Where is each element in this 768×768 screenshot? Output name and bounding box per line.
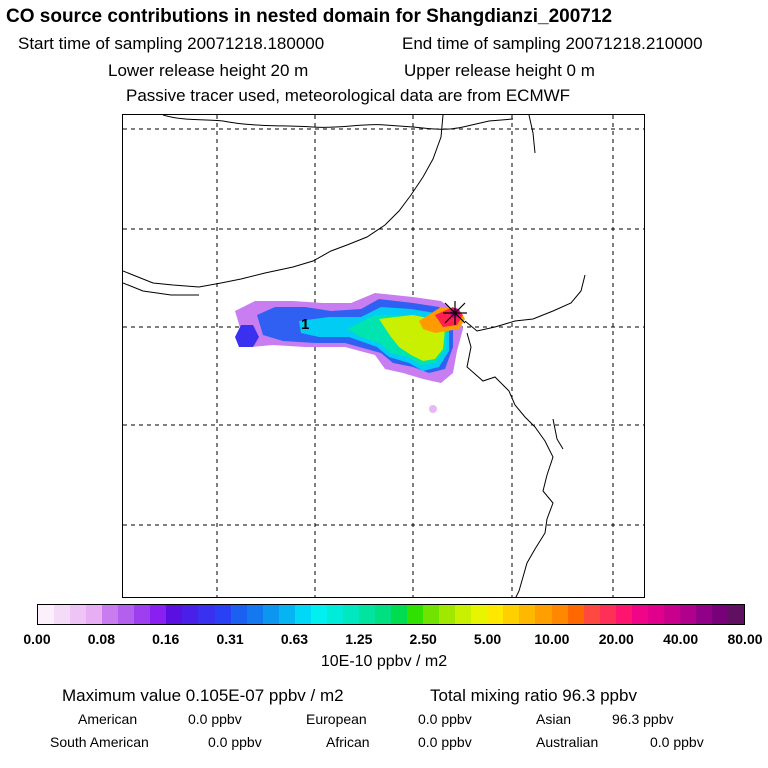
south-american-value: 0.0 ppbv [208,734,262,750]
colorbar-tick-label: 0.16 [152,631,180,647]
concentration-plume [235,293,465,413]
maximum-value: Maximum value 0.105E-07 ppbv / m2 [62,686,344,705]
american-value: 0.0 ppbv [188,711,242,727]
colorbar-tick-label: 80.00 [727,631,763,647]
total-mixing-ratio: Total mixing ratio 96.3 ppbv [430,686,637,705]
colorbar-swatch [535,605,552,624]
asian-label: Asian [536,711,572,727]
colorbar-swatch [663,605,680,624]
colorbar-tick-label: 0.00 [23,631,51,647]
colorbar-tick-label: 0.08 [87,631,115,647]
asian-value: 96.3 ppbv [612,711,674,727]
american-label: American [78,711,138,727]
colorbar-swatch [198,605,215,624]
colorbar-tick-label: 20.00 [598,631,634,647]
colorbar-swatch [86,605,103,624]
colorbar-swatch [294,605,311,624]
receptor-star-icon [443,301,467,325]
colorbar-swatch [374,605,392,624]
colorbar-swatch [262,605,279,624]
australian-label: Australian [536,734,599,750]
african-value: 0.0 ppbv [418,734,472,750]
colorbar-tick-label: 40.00 [663,631,699,647]
lower-release-height: Lower release height 20 m [108,61,309,80]
colorbar-swatch [310,605,327,624]
colorbar-swatch [487,605,504,624]
colorbar-swatch [647,605,664,624]
colorbar-swatch [326,605,343,624]
colorbar-swatch [567,605,584,624]
colorbar [37,604,745,625]
colorbar-swatch [711,605,729,624]
european-value: 0.0 ppbv [418,711,472,727]
colorbar-swatch [102,605,119,624]
colorbar-swatch [150,605,167,624]
colorbar-swatch [519,605,536,624]
colorbar-tick-label: 0.31 [216,631,244,647]
colorbar-swatch [455,605,472,624]
african-label: African [326,734,370,750]
colorbar-swatch [679,605,696,624]
marker-label: 1 [301,316,309,333]
colorbar-swatch [391,605,408,624]
colorbar-tick-label: 1.25 [345,631,373,647]
colorbar-swatch [166,605,183,624]
colorbar-swatch [118,605,135,624]
colorbar-swatch [54,605,71,624]
map-svg: 1 [123,115,644,597]
colorbar-swatch [728,605,745,624]
south-american-label: South American [50,734,149,750]
colorbar-swatch [70,605,87,624]
colorbar-swatch [342,605,359,624]
colorbar-swatch [583,605,600,624]
colorbar-swatch [695,605,712,624]
end-time: End time of sampling 20071218.210000 [402,34,703,53]
colorbar-tick-label: 10.00 [534,631,570,647]
colorbar-swatch [615,605,632,624]
map-panel: 1 [122,114,645,598]
colorbar-swatch [503,605,520,624]
colorbar-tick-label: 2.50 [409,631,437,647]
colorbar-tick-label: 5.00 [473,631,502,647]
upper-release-height: Upper release height 0 m [404,61,595,80]
plot-title: CO source contributions in nested domain… [6,6,613,27]
european-label: European [306,711,367,727]
colorbar-swatch [358,605,375,624]
colorbar-swatch [278,605,295,624]
colorbar-tick-label: 0.63 [280,631,309,647]
tracer-info: Passive tracer used, meteorological data… [126,86,571,105]
colorbar-unit: 10E-10 ppbv / m2 [320,653,448,670]
colorbar-swatch [246,605,263,624]
australian-value: 0.0 ppbv [650,734,704,750]
colorbar-swatch [214,605,231,624]
colorbar-swatch [439,605,456,624]
start-time: Start time of sampling 20071218.180000 [18,34,325,53]
colorbar-swatch [38,605,55,624]
colorbar-swatch [599,605,616,624]
colorbar-swatch [423,605,440,624]
grid-lines [123,115,644,597]
colorbar-swatch [471,605,488,624]
colorbar-swatch [631,605,648,624]
colorbar-swatch [407,605,424,624]
colorbar-swatch [230,605,247,624]
colorbar-swatch [182,605,199,624]
colorbar-swatch [134,605,151,624]
colorbar-swatch [551,605,568,624]
coastlines [123,115,586,597]
